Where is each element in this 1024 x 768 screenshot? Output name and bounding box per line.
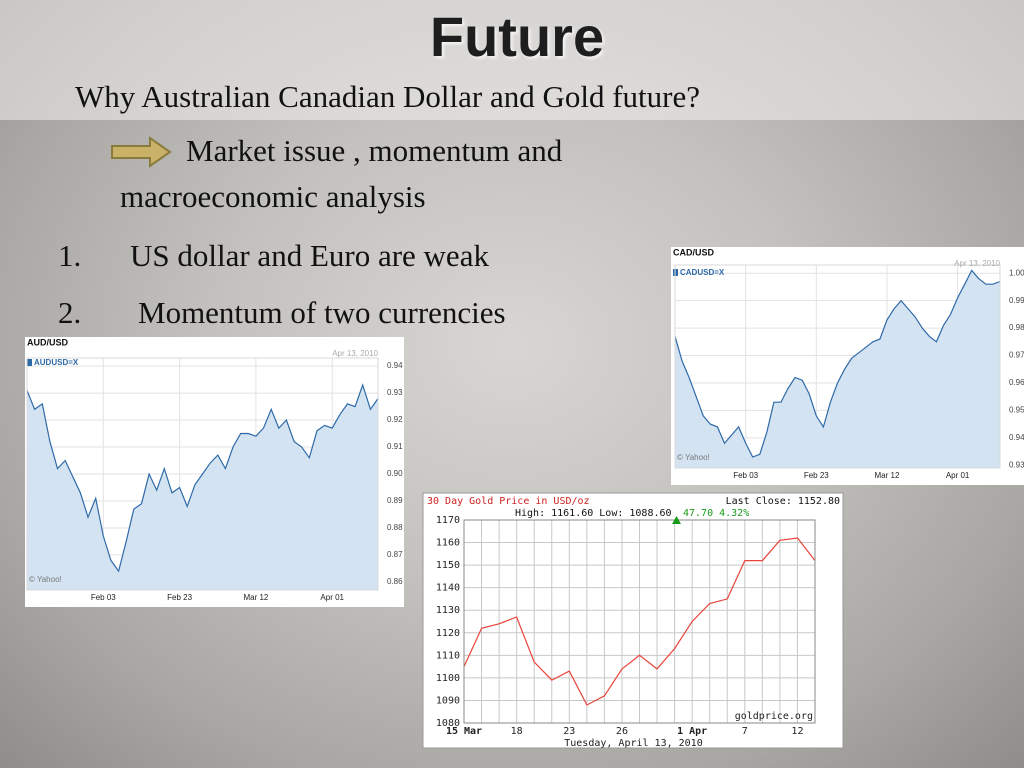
list-text: US dollar and Euro are weak	[130, 238, 489, 273]
y-tick-label: 1130	[436, 605, 460, 616]
y-tick-label: 1140	[436, 583, 460, 594]
y-tick-label: 0.92	[387, 415, 403, 424]
y-tick-label: 0.91	[387, 442, 403, 451]
list-number: 2.	[58, 295, 82, 330]
area-fill	[675, 270, 1000, 468]
legend-swatch	[27, 359, 32, 366]
series-line	[463, 537, 816, 706]
y-tick-label: 1120	[436, 628, 460, 639]
x-tick-label: 12	[791, 726, 803, 737]
x-tick-label: 15 Mar	[446, 726, 482, 737]
x-tick-label: 23	[563, 726, 575, 737]
x-axis-title: Tuesday, April 13, 2010	[564, 738, 702, 749]
y-tick-label: 1080	[436, 718, 460, 729]
y-tick-label: 0.99	[1009, 296, 1024, 305]
y-tick-label: 0.96	[1009, 378, 1024, 387]
list-number: 1.	[58, 238, 82, 273]
x-tick-label: 7	[742, 726, 748, 737]
x-tick-label: Apr 01	[946, 471, 970, 480]
date-label: Apr 13, 2010	[332, 349, 378, 358]
x-tick-label: Apr 01	[320, 593, 344, 602]
legend-label: AUDUSD=X	[34, 358, 79, 367]
chart: 0.86 0.87 0.88 0.89 0.90 0.91 0.92 0.93 0.94 Feb …	[25, 337, 404, 607]
y-tick-label: 0.90	[387, 469, 403, 478]
point: Market issue , momentum and macroeconomi…	[120, 133, 563, 214]
chart: 0.93 0.94 0.95 0.96 0.97 0.98 0.99 1.00 Feb 03 Fe…	[671, 247, 1024, 485]
y-tick-label: 1110	[436, 650, 460, 661]
change-arrow	[672, 516, 681, 524]
date-label: Apr 13, 2010	[954, 259, 1000, 268]
change: 47.70 4.32%	[683, 508, 749, 519]
y-tick-label: 1100	[436, 673, 460, 684]
y-tick-label: 0.97	[1009, 351, 1024, 360]
background-glow	[0, 0, 1024, 120]
y-tick-label: 0.95	[1009, 406, 1024, 415]
y-tick-label: 0.87	[387, 550, 403, 559]
legend-label: CADUSD=X	[680, 268, 725, 277]
x-tick-label: Mar 12	[243, 593, 268, 602]
source-label: goldprice.org	[735, 711, 813, 722]
y-tick-label: 1.00	[1009, 268, 1024, 277]
y-tick-label: 0.93	[1009, 460, 1024, 469]
x-tick-label: Feb 03	[91, 593, 116, 602]
y-tick-label: 0.93	[387, 388, 403, 397]
x-tick-label: Feb 03	[733, 471, 758, 480]
y-tick-label: 0.88	[387, 523, 403, 532]
stats: High: 1161.60 Low: 1088.60	[515, 508, 672, 519]
series-line	[674, 269, 1001, 458]
source-label: © Yahoo!	[677, 453, 710, 462]
chart-title: CAD/USD	[673, 247, 715, 257]
x-tick-label: 18	[511, 726, 523, 737]
arrow-icon	[111, 136, 172, 168]
y-tick-label: 1090	[436, 695, 460, 706]
plot-frame	[674, 264, 1001, 469]
y-tick-label: 0.94	[1009, 433, 1024, 442]
x-tick-label: Feb 23	[804, 471, 829, 480]
y-tick-label: 1150	[436, 560, 460, 571]
last-close: Last Close: 1152.80	[726, 496, 840, 507]
slide-title: Future	[429, 5, 605, 68]
plot-frame	[26, 357, 379, 591]
x-tick-label: Mar 12	[875, 471, 900, 480]
plot-frame	[463, 519, 816, 724]
source-label: © Yahoo!	[29, 575, 62, 584]
list-text: Momentum of two currencies	[138, 295, 506, 330]
y-tick-label: 0.86	[387, 577, 403, 586]
question: Why Australian Canadian Dollar and Gold …	[75, 79, 700, 114]
y-tick-label: 0.89	[387, 496, 403, 505]
area-fill	[27, 385, 378, 590]
y-tick-label: 1170	[436, 515, 460, 526]
y-tick-label: 0.98	[1009, 323, 1024, 332]
y-tick-label: 0.94	[387, 361, 403, 370]
chart-title: AUD/USD	[27, 337, 69, 347]
y-tick-label: 1160	[436, 538, 460, 549]
x-tick-label: 26	[616, 726, 628, 737]
x-tick-label: 1 Apr	[677, 726, 707, 737]
chart: 1080 1090 1100 1110 1120 1130 1140 1150 1160 1170…	[422, 492, 844, 749]
chart-background	[422, 492, 844, 749]
chart-title: 30 Day Gold Price in USD/oz	[427, 496, 590, 507]
series-line	[26, 383, 379, 573]
x-tick-label: Feb 23	[167, 593, 192, 602]
